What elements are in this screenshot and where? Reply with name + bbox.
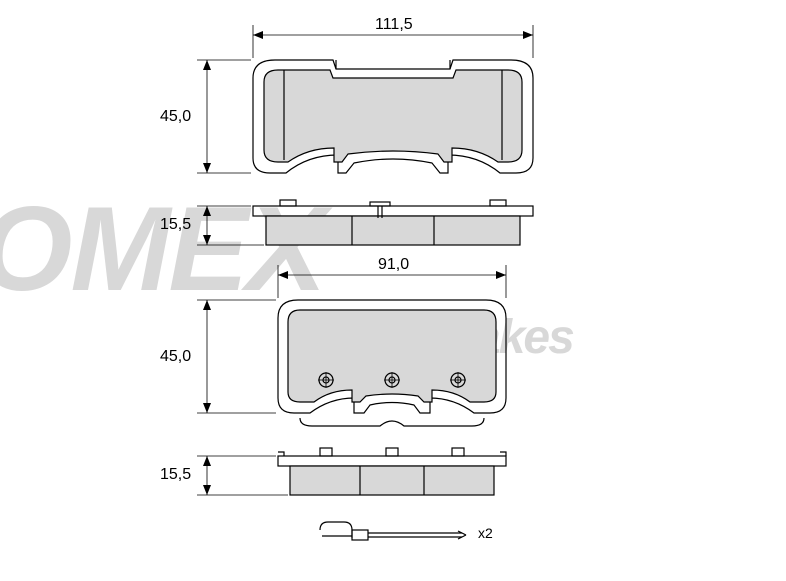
top-pad-side [253, 200, 533, 245]
dim-bottom-thickness [197, 456, 288, 495]
label-bottom-width: 91,0 [378, 256, 409, 274]
bottom-pad-side [278, 448, 506, 495]
technical-drawing: TOMEX brakes [0, 0, 786, 581]
drawing-svg [0, 0, 786, 581]
dim-top-thickness [197, 206, 264, 245]
quantity-label: x2 [478, 525, 493, 541]
dim-top-height [197, 60, 251, 173]
top-pad-front [253, 60, 533, 173]
label-top-height: 45,0 [160, 108, 191, 126]
accessory-clip [320, 522, 466, 540]
label-top-width: 111,5 [375, 16, 413, 34]
dim-bottom-height [197, 300, 276, 413]
label-bottom-thickness: 15,5 [160, 466, 191, 484]
bottom-pad-front [278, 300, 506, 426]
label-top-thickness: 15,5 [160, 216, 191, 234]
label-bottom-height: 45,0 [160, 348, 191, 366]
